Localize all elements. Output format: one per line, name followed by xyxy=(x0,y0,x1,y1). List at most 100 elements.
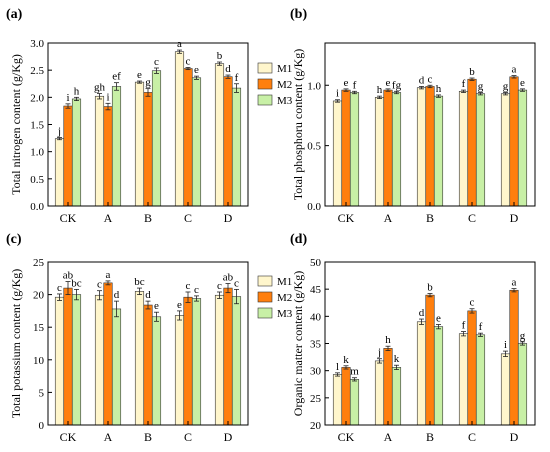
significance-letter: m xyxy=(350,366,359,378)
legend-swatch-M2 xyxy=(257,291,273,303)
significance-letter: i xyxy=(106,91,109,103)
significance-letter: c xyxy=(57,282,62,294)
significance-letter: e xyxy=(177,299,182,311)
x-tick-label: D xyxy=(224,211,233,225)
significance-letter: e xyxy=(344,77,349,89)
significance-letter: h xyxy=(377,84,383,96)
y-tick-label: 20 xyxy=(33,290,45,302)
legend-swatch-M1 xyxy=(257,62,273,74)
bar-M3 xyxy=(349,92,360,207)
panel-label: (c) xyxy=(6,232,22,247)
chart-panel-1: (a) Total nitrogen content (g/Kg) 0.0 0.5 1.… xyxy=(6,7,293,225)
significance-letter: b xyxy=(469,66,475,78)
legend-label: M1 xyxy=(277,63,292,75)
significance-letter: k xyxy=(343,354,349,366)
x-tick-label: CK xyxy=(60,211,77,225)
x-tick-label: B xyxy=(144,211,152,225)
significance-letter: g xyxy=(478,81,484,93)
significance-letter: b xyxy=(217,50,223,62)
y-axis-title: Total potassium content (g/Kg) xyxy=(9,269,23,418)
legend-label: M3 xyxy=(277,95,293,107)
x-tick-label: C xyxy=(184,430,192,444)
x-tick-label: A xyxy=(384,430,393,444)
significance-letter: c xyxy=(470,297,475,309)
x-tick-label: B xyxy=(426,211,434,225)
bar-M2 xyxy=(183,68,193,207)
significance-letter: d xyxy=(225,63,231,75)
significance-letter: h xyxy=(436,83,442,95)
chart-panel-3: (c) Total potassium content (g/Kg) 0 5 10 15 2… xyxy=(6,232,293,444)
y-tick-label: 1.0 xyxy=(30,147,44,159)
bar-M3 xyxy=(231,296,242,426)
x-tick-label: C xyxy=(468,430,476,444)
bar-M2 xyxy=(223,76,233,207)
plot-frame xyxy=(47,261,249,426)
x-tick-label: A xyxy=(104,211,113,225)
significance-letter: f xyxy=(462,320,466,332)
significance-letter: h xyxy=(74,85,80,97)
chart-panel-2: (b) Total phosphoru content (g/Kg)0.0 0.5 1… xyxy=(290,7,536,225)
legend-label: M2 xyxy=(277,292,292,304)
y-tick-label: 25 xyxy=(310,393,322,405)
plot-frame xyxy=(324,261,536,426)
legend-label: M2 xyxy=(277,79,292,91)
legend-swatch-M3 xyxy=(257,94,273,106)
y-tick-label: 25 xyxy=(33,257,45,269)
bar-M1 xyxy=(500,353,511,426)
significance-letter: g xyxy=(520,330,526,342)
bar-M2 xyxy=(143,92,153,207)
significance-letter: ef xyxy=(112,71,121,83)
significance-letter: c xyxy=(186,55,191,67)
y-tick-label: 30 xyxy=(310,366,322,378)
bar-M2 xyxy=(223,287,233,426)
plot-frame xyxy=(324,42,536,207)
bar-M1 xyxy=(94,294,105,426)
significance-letter: ab xyxy=(223,272,234,284)
y-tick-label: 1.0 xyxy=(307,80,321,92)
legend-label: M1 xyxy=(277,276,292,288)
significance-letter: a xyxy=(106,269,111,281)
legend-swatch-M3 xyxy=(257,307,273,319)
panel-label: (d) xyxy=(290,232,307,247)
x-tick-label: C xyxy=(184,211,192,225)
significance-letter: a xyxy=(512,277,517,289)
significance-letter: c xyxy=(186,280,191,292)
bar-M3 xyxy=(231,87,242,207)
legend: M1 M2 M3 xyxy=(257,275,293,320)
panel-label: (b) xyxy=(290,7,307,22)
y-axis-title: Total nitrogen content (g/Kg) xyxy=(9,54,23,195)
significance-letter: b xyxy=(427,282,433,294)
panel-label: (a) xyxy=(6,7,23,22)
significance-letter: j xyxy=(57,126,61,138)
bar-M1 xyxy=(214,294,225,426)
x-tick-label: CK xyxy=(338,211,355,225)
bar-M1 xyxy=(416,321,427,426)
bar-M1 xyxy=(500,93,511,207)
x-tick-label: D xyxy=(224,430,233,444)
x-tick-label: A xyxy=(104,430,113,444)
significance-letter: i xyxy=(504,339,507,351)
legend-swatch-M2 xyxy=(257,78,273,90)
y-tick-label: 50 xyxy=(310,257,322,269)
y-tick-label: 0 xyxy=(39,420,45,432)
bar-M3 xyxy=(475,93,486,207)
significance-letter: d xyxy=(419,307,425,319)
bar-M1 xyxy=(214,63,225,207)
bar-M3 xyxy=(433,95,444,207)
bar-M2 xyxy=(143,304,153,426)
x-tick-label: A xyxy=(384,211,393,225)
y-tick-label: 2.5 xyxy=(30,65,44,77)
significance-letter: c xyxy=(154,56,159,68)
significance-letter: i xyxy=(336,88,339,100)
significance-letter: ab xyxy=(63,270,74,282)
significance-letter: i xyxy=(66,92,69,104)
bar-M3 xyxy=(433,326,444,426)
bar-M3 xyxy=(517,343,528,426)
significance-letter: c xyxy=(234,277,239,289)
significance-letter: f xyxy=(462,78,466,90)
significance-letter: e xyxy=(137,69,142,81)
significance-letter: h xyxy=(385,334,391,346)
significance-letter: a xyxy=(512,64,517,76)
y-tick-label: 1.5 xyxy=(30,120,44,132)
y-tick-label: 10 xyxy=(33,355,45,367)
